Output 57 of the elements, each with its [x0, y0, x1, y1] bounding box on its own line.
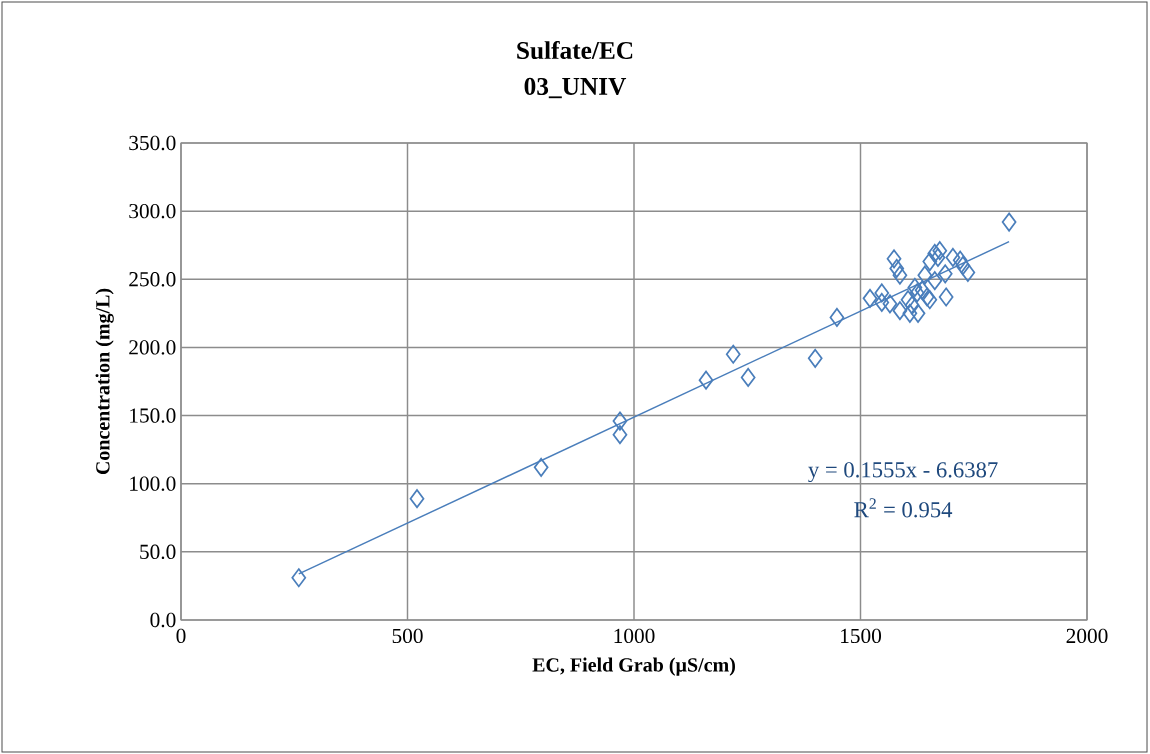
point — [874, 292, 890, 312]
point — [829, 307, 845, 327]
point — [914, 280, 930, 300]
x-axis-title: EC, Field Grab (µS/cm) — [532, 657, 735, 676]
y-tick-label: 300.0 — [129, 203, 176, 219]
point — [960, 262, 976, 283]
y-tick-label: 50.0 — [140, 544, 176, 560]
point — [907, 277, 923, 297]
point — [612, 411, 628, 431]
point — [909, 283, 925, 303]
point — [922, 252, 938, 272]
point — [932, 241, 948, 261]
y-tick-label: 250.0 — [129, 272, 176, 287]
y-axis-title: Concentration (mg/L) — [95, 288, 114, 475]
annotation: R$^{2}$ = 0.954 — [854, 498, 953, 518]
y-tick-label: 0.0 — [150, 612, 176, 628]
point — [927, 243, 943, 263]
x-tick-label: 1500 — [841, 628, 882, 644]
point — [952, 250, 968, 270]
point — [1001, 212, 1017, 232]
point — [904, 295, 920, 315]
y-tick-label: 100.0 — [130, 476, 176, 491]
point — [945, 247, 961, 268]
x-tick-label: 0 — [176, 628, 186, 644]
point — [917, 265, 933, 285]
point — [900, 290, 916, 310]
point — [612, 425, 628, 445]
point — [291, 568, 307, 588]
point — [937, 264, 953, 284]
annotation: y = 0.1555x - 6.6387 — [808, 462, 998, 483]
point — [409, 489, 425, 509]
point — [910, 303, 926, 323]
point — [955, 256, 971, 276]
point — [902, 303, 918, 323]
point — [882, 294, 898, 314]
point — [886, 249, 902, 269]
point — [930, 247, 946, 268]
point — [889, 258, 905, 278]
y-tick-label: 150.0 — [130, 408, 176, 423]
point — [927, 271, 943, 291]
point — [892, 301, 908, 321]
point — [892, 265, 908, 285]
x-tick-label: 500 — [392, 628, 423, 644]
chart-title: Sulfate/EC — [517, 40, 633, 60]
point — [725, 344, 741, 364]
y-tick-label: 200.0 — [129, 340, 176, 355]
x-tick-label: 2000 — [1066, 628, 1108, 644]
point — [807, 348, 823, 368]
x-tick-label: 1000 — [614, 628, 655, 644]
chart-subtitle: 03_UNIV — [524, 77, 627, 99]
point — [698, 370, 714, 390]
point — [862, 288, 878, 308]
point — [938, 287, 954, 307]
y-tick-label: 350.0 — [129, 135, 176, 151]
point — [533, 457, 549, 477]
point — [740, 367, 756, 387]
point — [874, 283, 890, 303]
